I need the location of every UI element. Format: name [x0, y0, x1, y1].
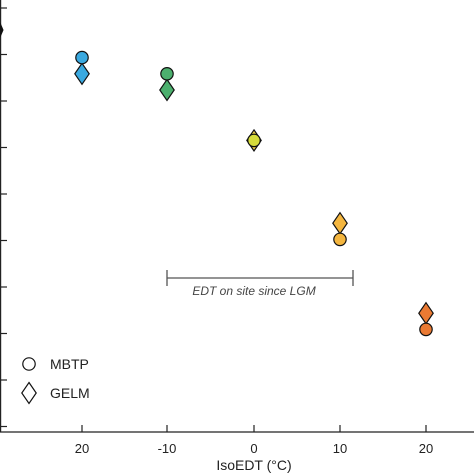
axes: 20 -10 0 10 20 — [0, 0, 474, 456]
x-tick-label: 20 — [419, 441, 433, 456]
data-marks — [0, 22, 434, 337]
data-point-gelm — [418, 301, 434, 325]
x-tick-label: 10 — [333, 441, 347, 456]
annotation-group: EDT on site since LGM — [166, 270, 354, 298]
x-tick-label: -10 — [158, 441, 177, 456]
data-point-clipped — [0, 22, 4, 38]
data-point-mbtp — [160, 67, 174, 81]
data-point-mbtp — [75, 50, 89, 65]
data-point-mbtp — [333, 232, 347, 247]
legend-label-mbtp: MBTP — [50, 356, 89, 372]
data-point-mbtp — [419, 322, 433, 337]
x-tick-label: 20 — [75, 441, 89, 456]
data-point-gelm — [74, 62, 90, 86]
x-axis-title: IsoEDT (°C) — [216, 457, 291, 473]
legend: MBTP GELM — [21, 356, 90, 405]
data-point-gelm — [159, 78, 175, 102]
x-tick-label: 0 — [250, 441, 257, 456]
legend-marker-mbtp — [22, 357, 36, 371]
legend-label-gelm: GELM — [50, 385, 90, 401]
legend-marker-gelm — [21, 381, 37, 405]
annotation-text: EDT on site since LGM — [192, 284, 315, 298]
data-point-mbtp — [247, 133, 261, 148]
data-point-gelm — [332, 211, 348, 235]
